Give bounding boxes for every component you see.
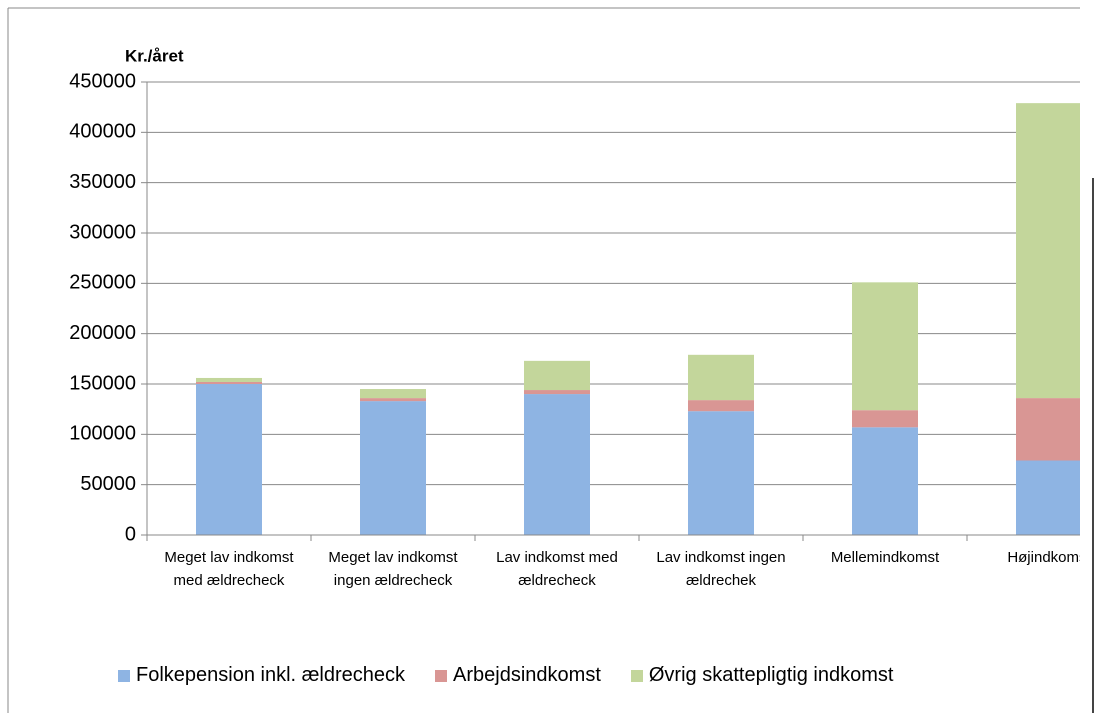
bar-segment	[1016, 460, 1080, 535]
bar-segment	[360, 389, 426, 399]
bar-segment	[688, 354, 754, 401]
bar-segment	[1016, 103, 1080, 399]
x-tick-label: Lav indkomst med ældrecheck	[496, 549, 618, 589]
x-tick-label: Meget lav indkomst med ældrecheck	[164, 549, 294, 589]
bar-segment	[524, 360, 590, 391]
y-tick-label: 150000	[69, 372, 136, 394]
bar-segment	[196, 384, 262, 535]
legend-label: Øvrig skattepligtig indkomst	[648, 664, 894, 686]
y-tick-label: 100000	[69, 423, 136, 445]
legend-swatch	[435, 669, 448, 682]
bar-segment	[1016, 398, 1080, 461]
y-tick-label: 350000	[69, 171, 136, 193]
y-tick-label: 250000	[69, 272, 136, 294]
legend-item: Folkepension inkl. ældrecheck	[118, 664, 405, 687]
bar-segment	[688, 400, 754, 412]
legend-swatch	[118, 669, 130, 682]
y-tick-label: 400000	[69, 121, 136, 143]
legend-swatch	[630, 669, 643, 682]
y-axis-label: Kr./året	[125, 46, 184, 65]
bar-segment	[196, 377, 262, 382]
bar-segment	[360, 398, 426, 402]
legend-label: Folkepension inkl. ældrecheck	[136, 664, 406, 686]
legend-item: Arbejdsindkomst	[435, 664, 601, 687]
y-tick-label: 200000	[69, 322, 136, 344]
bar-segment	[524, 394, 590, 535]
x-tick-label: Mellemindkomst	[830, 549, 940, 566]
bar-segment	[196, 381, 262, 384]
x-tick-label: Lav indkomst ingen ældrechek	[656, 549, 786, 589]
legend: Folkepension inkl. ældrecheck Arbejdsindk…	[118, 664, 923, 687]
bar-segment	[852, 410, 918, 428]
bar-segment	[524, 390, 590, 395]
y-tick-label: 300000	[69, 221, 136, 243]
bar-segment	[688, 411, 754, 535]
x-tick-label: Meget lav indkomst ingen ældrecheck	[328, 549, 458, 589]
bar-segment	[360, 401, 426, 535]
legend-label: Arbejdsindkomst	[453, 664, 601, 686]
bar-segment	[852, 282, 918, 411]
y-tick-label: 0	[125, 523, 136, 545]
legend-item: Øvrig skattepligtig indkomst	[630, 664, 894, 687]
x-tick-label: Højindkomst	[1007, 549, 1080, 566]
y-tick-label: 50000	[80, 473, 136, 495]
bar-segment	[852, 427, 918, 535]
y-tick-label: 450000	[69, 70, 136, 92]
